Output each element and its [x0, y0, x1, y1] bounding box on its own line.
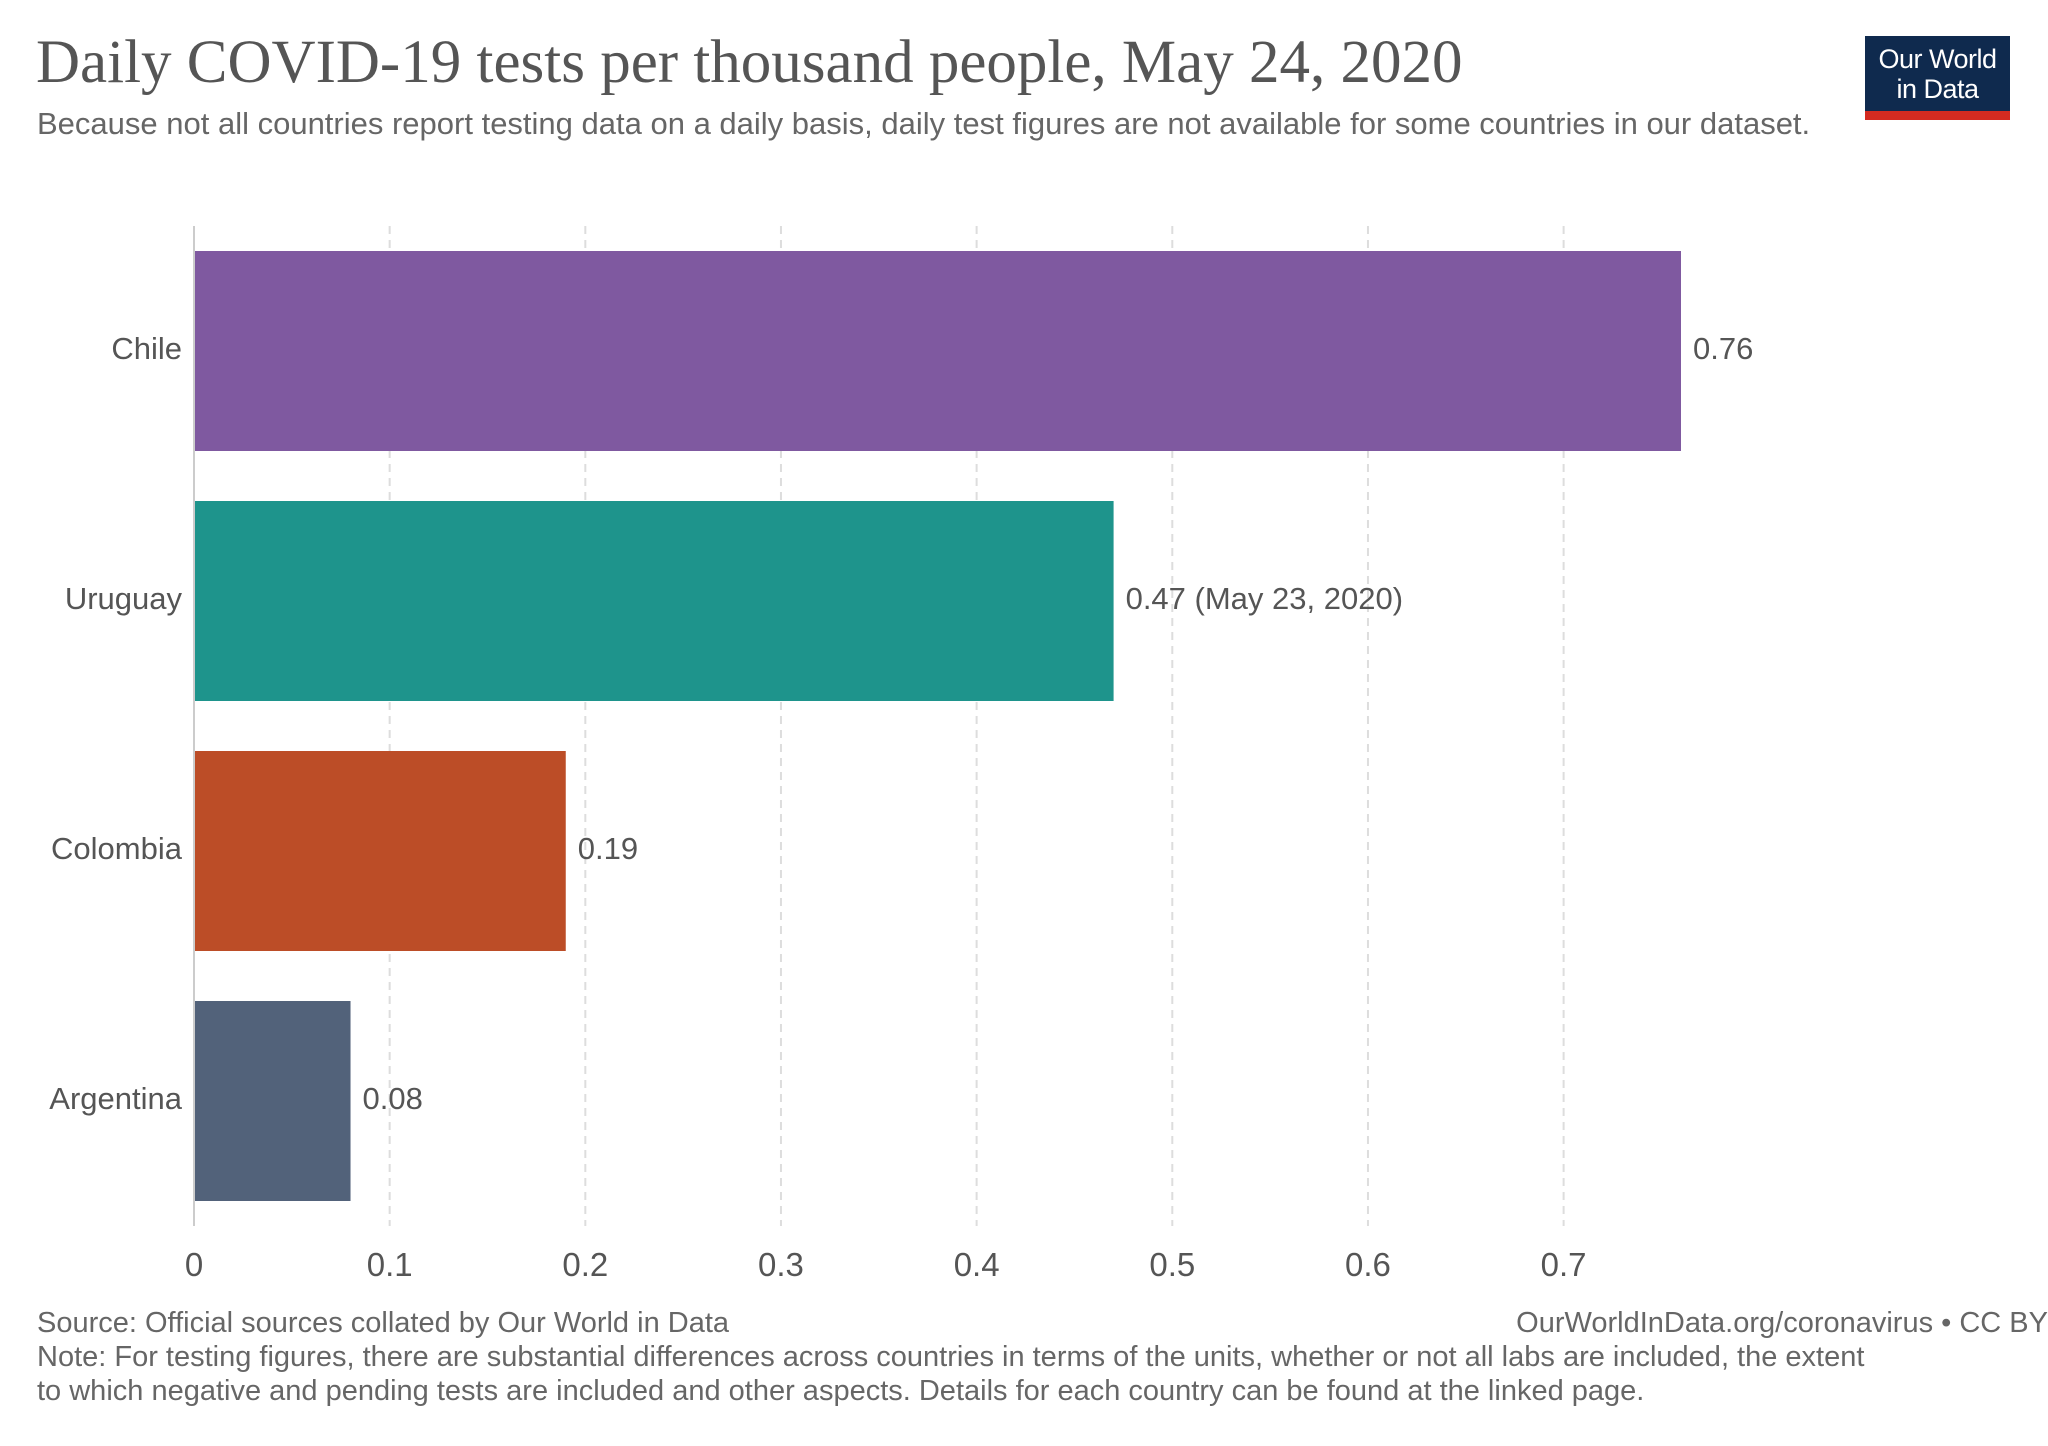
x-tick-label: 0.4 — [954, 1246, 1000, 1283]
bar-chart: Chile 0.76 Uruguay 0.47 (May 23, 2020) Colom… — [49, 226, 1753, 1283]
value-label: 0.76 — [1693, 331, 1753, 366]
credit-link[interactable]: OurWorldInData.org/coronavirus • CC BY — [1516, 1307, 2048, 1339]
x-axis-ticks: 0 0.1 0.2 0.3 0.4 0.5 0.6 0.7 — [185, 1246, 1587, 1283]
note-line-1: Note: For testing figures, there are sub… — [37, 1341, 1865, 1373]
bar-colombia — [194, 751, 566, 951]
bar-argentina — [194, 1001, 351, 1201]
grid-lines — [388, 226, 1565, 1226]
category-label: Colombia — [51, 831, 183, 866]
x-tick-label: 0 — [185, 1246, 203, 1283]
note-line-2: to which negative and pending tests are … — [37, 1375, 1645, 1407]
bars: Chile 0.76 Uruguay 0.47 (May 23, 2020) Colom… — [49, 251, 1753, 1201]
x-tick-label: 0.7 — [1541, 1246, 1587, 1283]
chart-footer: Source: Official sources collated by Our… — [37, 1306, 2048, 1408]
category-label: Chile — [111, 331, 182, 366]
x-tick-label: 0.6 — [1345, 1246, 1391, 1283]
logo-line-2: in Data — [1896, 74, 1979, 104]
logo-line-1: Our World — [1878, 44, 1997, 74]
category-label: Uruguay — [65, 581, 183, 616]
x-tick-label: 0.2 — [562, 1246, 608, 1283]
category-label: Argentina — [49, 1081, 182, 1116]
value-label: 0.19 — [578, 831, 638, 866]
x-tick-label: 0.1 — [367, 1246, 413, 1283]
x-tick-label: 0.3 — [758, 1246, 804, 1283]
bar-chile — [194, 251, 1681, 451]
source-text: Source: Official sources collated by Our… — [37, 1307, 730, 1339]
bar-uruguay — [194, 501, 1114, 701]
value-label: 0.08 — [363, 1081, 423, 1116]
chart-title: Daily COVID-19 tests per thousand people… — [36, 29, 1463, 96]
value-label: 0.47 (May 23, 2020) — [1126, 581, 1403, 616]
x-tick-label: 0.5 — [1149, 1246, 1195, 1283]
owid-logo[interactable]: Our World in Data — [1865, 36, 2010, 120]
chart-subtitle: Because not all countries report testing… — [37, 106, 1811, 141]
